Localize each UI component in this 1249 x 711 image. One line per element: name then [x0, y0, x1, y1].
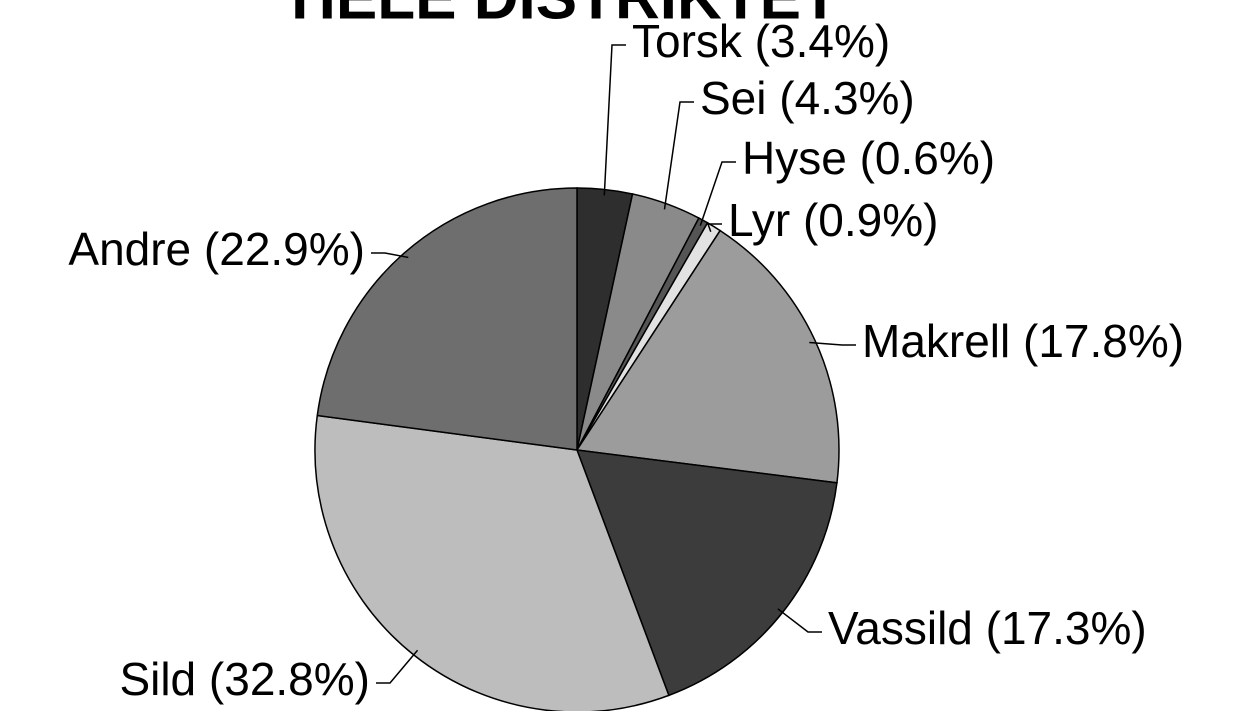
slice-label: Hyse (0.6%) [742, 132, 995, 184]
slice-label: Vassild (17.3%) [828, 602, 1147, 654]
leader-line [376, 649, 419, 684]
slice-label: Andre (22.9%) [68, 223, 365, 275]
leader-line [777, 608, 822, 633]
chart-title: HELE DISTRIKTET [291, 0, 839, 32]
slice-label: Lyr (0.9%) [728, 194, 938, 246]
leader-line [809, 341, 856, 346]
leader-line [603, 44, 626, 196]
slice-label: Sei (4.3%) [700, 72, 915, 124]
leader-line [699, 161, 736, 226]
slice-label: Makrell (17.8%) [862, 315, 1184, 367]
slice-label: Sild (32.8%) [119, 653, 370, 705]
leader-line [706, 223, 722, 232]
slice [316, 187, 578, 451]
slice-label: Torsk (3.4%) [632, 15, 890, 67]
slice [575, 229, 840, 484]
leader-line [663, 101, 694, 210]
leader-line [371, 252, 409, 259]
